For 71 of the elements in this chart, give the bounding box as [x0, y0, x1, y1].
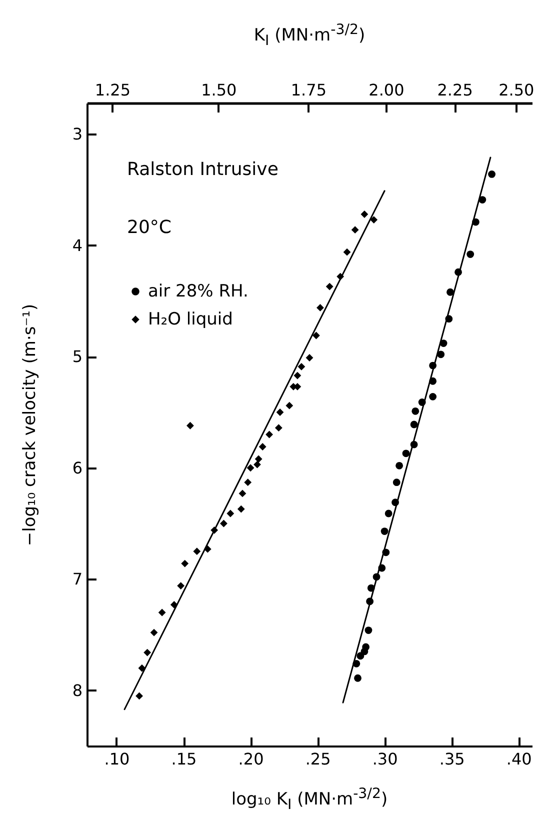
point [351, 226, 359, 234]
point [384, 510, 392, 518]
point [298, 362, 306, 370]
point [193, 548, 201, 556]
point [402, 450, 410, 458]
point [478, 196, 486, 204]
x2-tick-label: 1.25 [94, 80, 131, 100]
point [354, 674, 362, 682]
point [294, 372, 302, 380]
point [380, 528, 388, 535]
point [138, 664, 146, 672]
x-tick-label: .10 [104, 750, 130, 768]
point [258, 443, 266, 450]
point [396, 462, 404, 470]
point [437, 350, 445, 358]
y-tick-label: 7 [72, 570, 82, 589]
point [254, 455, 262, 463]
x2-tick-label: 2.00 [368, 80, 404, 100]
point [181, 560, 189, 568]
y-tick-label: 4 [72, 236, 82, 255]
x2-tick-label: 2.25 [437, 80, 473, 100]
point [370, 216, 378, 224]
x2-tick-label: 1.50 [201, 80, 237, 100]
point [364, 626, 372, 634]
point [177, 582, 185, 590]
x2-tick-label: 2.50 [498, 80, 534, 100]
point [274, 424, 282, 432]
point [254, 460, 261, 468]
point [186, 422, 194, 430]
x2-tick-label: 1.75 [290, 80, 327, 100]
point [429, 392, 437, 400]
x-tick-label: .35 [439, 750, 465, 768]
point [360, 210, 368, 218]
y-tick-label: 6 [72, 458, 82, 478]
point [246, 464, 254, 472]
point [226, 510, 234, 518]
point [158, 608, 166, 616]
point [466, 250, 474, 258]
point [316, 304, 324, 312]
legend-label: H₂O liquid [148, 310, 233, 330]
point [150, 628, 158, 636]
x-tick-label: .30 [372, 750, 398, 768]
point [488, 170, 496, 178]
point [286, 402, 294, 410]
x-tick-label: .40 [506, 750, 532, 768]
x-tick-label: .20 [238, 750, 264, 768]
point [266, 430, 273, 438]
point [446, 288, 454, 296]
annotation: Ralston Intrusive [127, 159, 278, 180]
point [356, 652, 364, 660]
point [237, 505, 245, 513]
point [343, 248, 351, 256]
legend-label: air 28% RH. [148, 282, 248, 302]
point [238, 490, 246, 498]
y-tick-label: 5 [72, 347, 82, 366]
point [410, 420, 418, 428]
y-tick-label: 3 [72, 124, 82, 144]
x-tick-label: .15 [171, 750, 197, 768]
point [136, 692, 143, 700]
annotation: 20°C [127, 217, 172, 238]
point [392, 478, 400, 486]
point [326, 282, 334, 290]
point [144, 648, 152, 656]
y-axis-title: −log₁₀ crack velocity (m·s⁻¹) [20, 303, 40, 546]
x-axis-title: log₁₀ K$_{I}$ (MN·m$^{-3/2}$) [231, 786, 388, 814]
x-tick-label: .25 [305, 750, 331, 768]
point [412, 407, 420, 415]
x2-axis-title: K$_{I}$ (MN·m$^{-3/2}$) [254, 22, 366, 50]
point [244, 478, 252, 486]
point [312, 332, 320, 340]
y-tick-label: 8 [72, 680, 82, 700]
